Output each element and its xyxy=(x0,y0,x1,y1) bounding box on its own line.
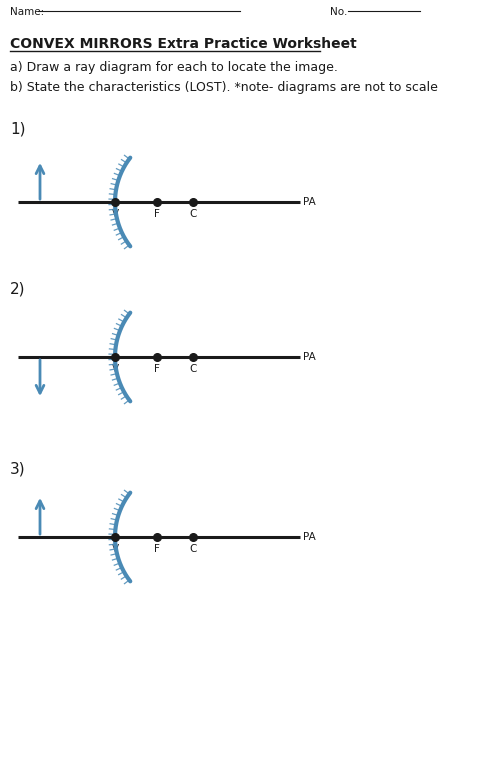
Text: b) State the characteristics (LOST). *note- diagrams are not to scale: b) State the characteristics (LOST). *no… xyxy=(10,81,438,94)
Text: V: V xyxy=(111,544,118,554)
Text: 2): 2) xyxy=(10,282,26,297)
Text: PA: PA xyxy=(303,532,316,542)
Text: V: V xyxy=(111,364,118,374)
Text: C: C xyxy=(189,209,197,219)
Text: a) Draw a ray diagram for each to locate the image.: a) Draw a ray diagram for each to locate… xyxy=(10,61,338,74)
Text: 3): 3) xyxy=(10,462,26,477)
Text: F: F xyxy=(154,544,160,554)
Text: V: V xyxy=(111,209,118,219)
Text: PA: PA xyxy=(303,352,316,362)
Text: F: F xyxy=(154,364,160,374)
Text: No.: No. xyxy=(330,7,351,17)
Text: CONVEX MIRRORS Extra Practice Worksheet: CONVEX MIRRORS Extra Practice Worksheet xyxy=(10,37,357,51)
Text: 1): 1) xyxy=(10,122,26,137)
Text: C: C xyxy=(189,544,197,554)
Text: Name:: Name: xyxy=(10,7,47,17)
Text: C: C xyxy=(189,364,197,374)
Text: F: F xyxy=(154,209,160,219)
Text: PA: PA xyxy=(303,197,316,207)
